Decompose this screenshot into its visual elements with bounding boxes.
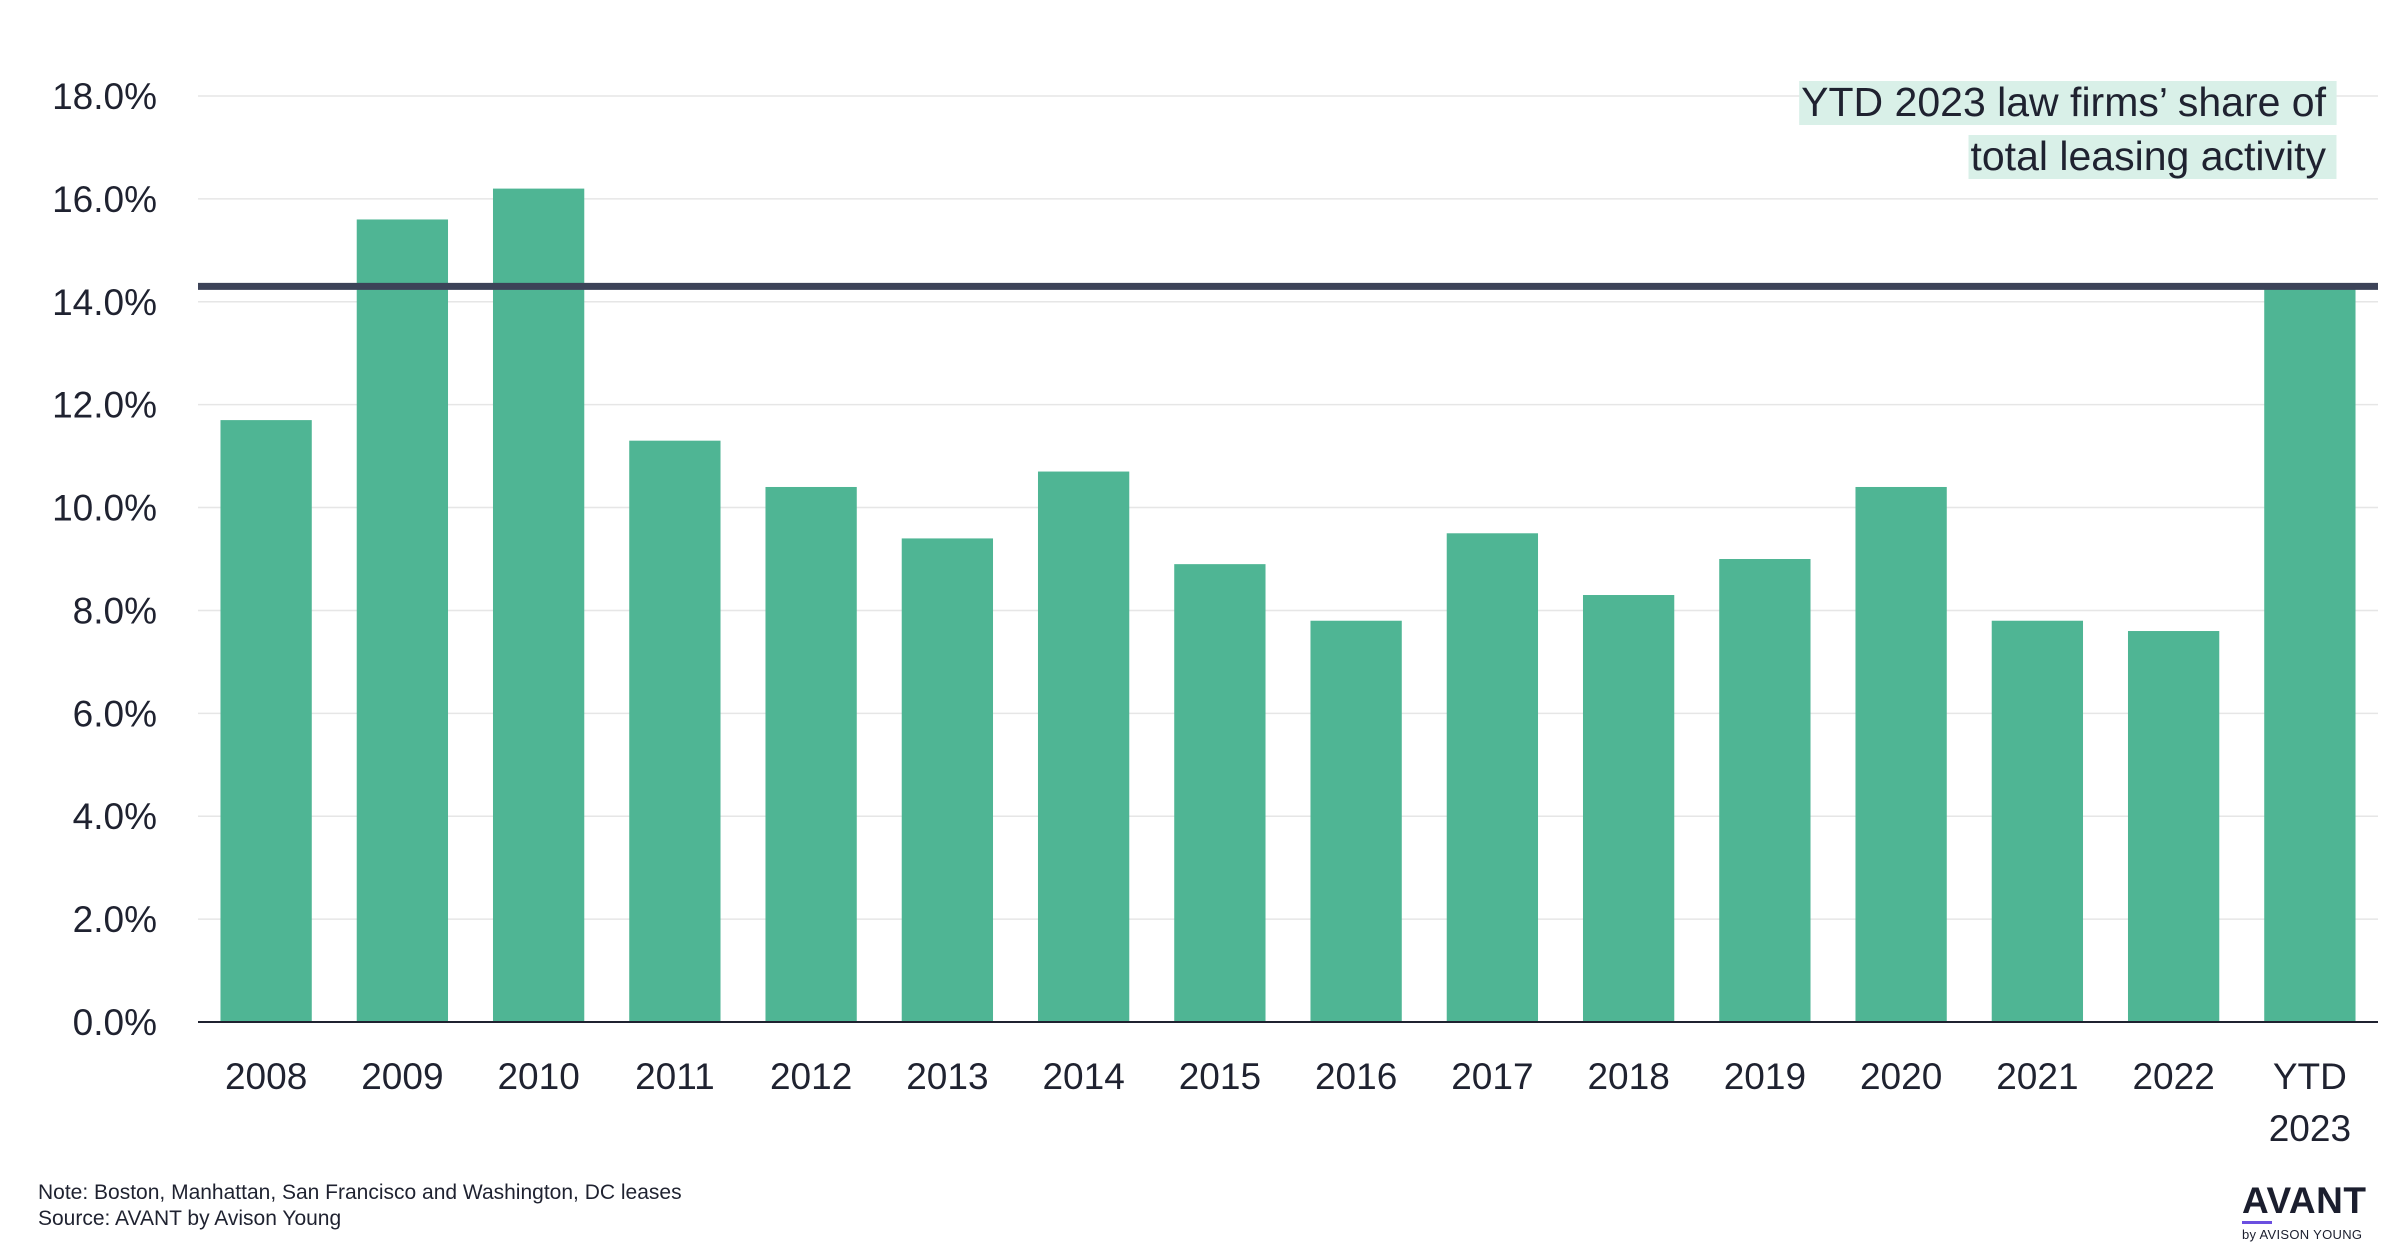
y-tick-label: 14.0%: [52, 282, 157, 323]
footer-source: Source: AVANT by Avison Young: [38, 1207, 342, 1230]
x-tick-label: 2016: [1315, 1056, 1397, 1097]
bar: [1582, 595, 1675, 1022]
reference-label-line: YTD 2023 law firms’ share of: [1801, 79, 2326, 125]
y-tick-label: 0.0%: [73, 1002, 157, 1043]
bar: [901, 538, 994, 1022]
reference-label-line: total leasing activity: [1970, 133, 2326, 179]
bars: [220, 188, 2356, 1023]
bar: [765, 486, 857, 1022]
bar: [629, 440, 721, 1023]
footer-note: Note: Boston, Manhattan, San Francisco a…: [38, 1181, 682, 1204]
x-tick-label: 2013: [906, 1056, 988, 1097]
y-tick-label: 8.0%: [73, 590, 157, 631]
x-tick-label: 2011: [635, 1056, 715, 1097]
x-tick-label: 2009: [361, 1056, 443, 1097]
y-tick-label: 4.0%: [73, 796, 157, 837]
x-tick-label: 2017: [1451, 1056, 1533, 1097]
x-tick-label: YTD 2023: [2269, 1056, 2351, 1149]
x-tick-label: 2015: [1179, 1056, 1261, 1097]
x-tick-label: 2021: [1996, 1056, 2078, 1097]
y-tick-label: 10.0%: [52, 488, 157, 529]
x-tick-label: 2022: [2132, 1056, 2214, 1097]
axes: 0.0% 2.0% 4.0% 6.0% 8.0% 10.0% 12.0% 14.0% 16.0%…: [52, 76, 2378, 1149]
y-tick-label: 12.0%: [52, 385, 157, 426]
reference-label-group: YTD 2023 law firms’ share of total leasin…: [1799, 79, 2337, 179]
bar: [1037, 471, 1130, 1022]
reference-label-highlight: [1799, 81, 2337, 125]
bar: [1174, 564, 1266, 1022]
x-tick-label: 2008: [225, 1056, 307, 1097]
x-tick-label: 2010: [497, 1056, 579, 1097]
logo-subtitle: by AVISON YOUNG: [2242, 1227, 2363, 1242]
bar: [356, 219, 449, 1022]
bar: [2127, 631, 2220, 1022]
x-tick-label: 2018: [1587, 1056, 1669, 1097]
bar: [1855, 486, 1947, 1022]
bar: [492, 188, 585, 1023]
y-tick-label: 18.0%: [52, 76, 157, 117]
bar: [1310, 620, 1402, 1022]
y-tick-label: 6.0%: [73, 693, 157, 734]
x-tick-label: 2012: [770, 1056, 852, 1097]
bar: [220, 420, 312, 1023]
bar: [1719, 559, 1811, 1022]
y-tick-label: 2.0%: [73, 899, 157, 940]
x-tick-label: 2014: [1042, 1056, 1124, 1097]
bar: [1446, 533, 1539, 1022]
y-tick-label: 16.0%: [52, 179, 157, 220]
reference-label-highlight: [1968, 135, 2337, 179]
footer-notes: Note: Boston, Manhattan, San Francisco a…: [38, 1180, 682, 1232]
x-tick-label: 2019: [1724, 1056, 1806, 1097]
bar: [2264, 286, 2356, 1022]
bar: [1991, 620, 2084, 1022]
avant-logo: AVANT by AVISON YOUNG: [2242, 1182, 2370, 1242]
logo-accent-bar: [2242, 1221, 2272, 1224]
x-tick-label: 2020: [1860, 1056, 1942, 1097]
logo-wordmark: AVANT: [2242, 1180, 2367, 1221]
